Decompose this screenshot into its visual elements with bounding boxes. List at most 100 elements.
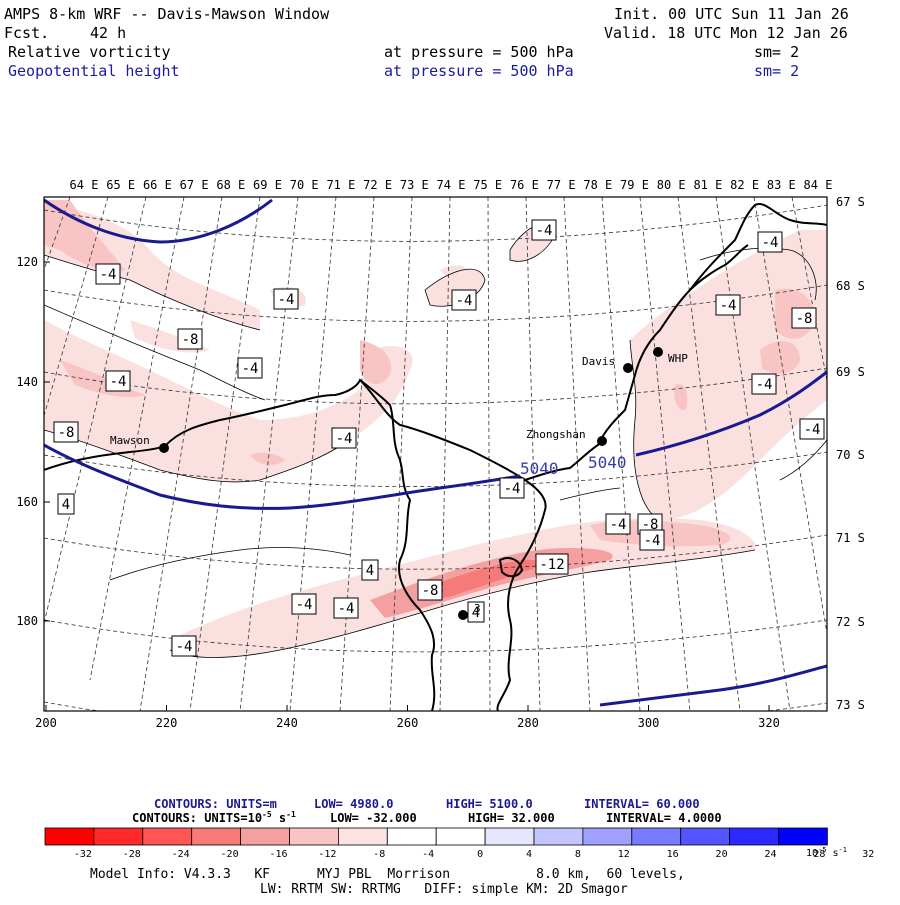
- field1-smoothing: sm= 2: [754, 43, 799, 61]
- colorbar-tick-label: 12: [618, 849, 630, 860]
- station-label-mawson: Mawson: [110, 434, 150, 447]
- init-time: Init. 00 UTC Sun 11 Jan 26: [614, 5, 849, 23]
- colorbar-swatch: [484, 827, 535, 846]
- plot-title: AMPS 8-km WRF -- Davis-Mawson Window: [4, 5, 330, 23]
- colorbar-tick-label: 16: [667, 849, 679, 860]
- contour2-high: HIGH= 32.000: [468, 811, 555, 825]
- colorbar-swatch: [289, 827, 339, 846]
- svg-text:CONTOURS: UNITS=10-5 s-1: CONTOURS: UNITS=10-5 s-1: [132, 810, 296, 825]
- svg-text:-8: -8: [58, 425, 75, 441]
- vorticity-label: -12: [535, 553, 569, 575]
- longitude-tick-label: 78 E: [583, 178, 612, 192]
- colorbar-tick-label: 20: [716, 849, 728, 860]
- svg-text:-4: -4: [644, 533, 661, 549]
- colorbar-tick-label: -24: [172, 849, 190, 860]
- station-label-davis: Davis: [582, 355, 615, 368]
- contour2-low: LOW= -32.000: [330, 811, 417, 825]
- bottom-tick-label: 260: [397, 716, 419, 730]
- vorticity-label: 4: [467, 601, 485, 623]
- contour2-unit-s: s: [272, 811, 286, 825]
- svg-text:-8: -8: [422, 583, 439, 599]
- longitude-tick-label: 68 E: [216, 178, 245, 192]
- left-tick-label: 140: [16, 375, 38, 389]
- contour1-low: LOW= 4980.0: [314, 797, 393, 811]
- longitude-tick-label: 67 E: [180, 178, 209, 192]
- station-marker-mawson: [159, 443, 169, 453]
- station-marker-whp: [653, 347, 663, 357]
- colorbar-tick-label: -8: [373, 849, 385, 860]
- colorbar-unit: 10-5 s-1: [806, 846, 847, 859]
- longitude-tick-label: 66 E: [143, 178, 172, 192]
- forecast-label: Fcst.: [4, 24, 49, 42]
- model-info-2: LW: RRTM SW: RRTMG DIFF: simple KM: 2D S…: [260, 882, 628, 897]
- svg-text:-4: -4: [804, 422, 821, 438]
- colorbar-swatch: [93, 827, 144, 846]
- longitude-tick-label: 81 E: [693, 178, 722, 192]
- longitude-tick-label: 74 E: [437, 178, 466, 192]
- vorticity-label: -8: [417, 579, 443, 601]
- vorticity-label: -4: [451, 289, 477, 311]
- longitude-tick-label: 76 E: [510, 178, 539, 192]
- station-marker-3: [458, 610, 468, 620]
- left-axis-ticks: 120 140 160 180: [16, 255, 50, 628]
- svg-text:-8: -8: [182, 332, 199, 348]
- height-label: 5040: [588, 453, 627, 472]
- model-info: Model Info: V4.3.3 KF MYJ PBL Morrison 8…: [90, 867, 685, 882]
- bottom-axis-ticks: 200 220 240 260 280 300 320: [35, 705, 780, 730]
- svg-text:4: 4: [472, 605, 480, 621]
- svg-text:-4: -4: [610, 517, 627, 533]
- svg-text:-4: -4: [536, 223, 553, 239]
- bottom-tick-label: 200: [35, 716, 57, 730]
- latitude-tick-label: 68 S: [836, 279, 865, 293]
- vorticity-label: -4: [105, 370, 131, 392]
- svg-text:-4: -4: [100, 267, 117, 283]
- svg-text:-4: -4: [762, 235, 779, 251]
- latitude-tick-label: 69 S: [836, 365, 865, 379]
- svg-text:-8: -8: [796, 311, 813, 327]
- colorbar-swatch: [631, 827, 682, 846]
- colorbar-tick-label: -20: [221, 849, 239, 860]
- svg-text:-4: -4: [176, 639, 193, 655]
- vorticity-label: -4: [531, 219, 557, 241]
- left-tick-label: 180: [16, 614, 38, 628]
- longitude-tick-label: 72 E: [363, 178, 392, 192]
- vorticity-label: -4: [291, 593, 317, 615]
- station-label-zhongshan: Zhongshan: [526, 428, 586, 441]
- svg-text:-4: -4: [720, 298, 737, 314]
- colorbar-tick-label: 4: [526, 849, 532, 860]
- colorbar-tick-label: -12: [318, 849, 336, 860]
- field1-name: Relative vorticity: [8, 43, 171, 61]
- colorbar-swatch: [191, 827, 241, 846]
- svg-text:-4: -4: [456, 293, 473, 309]
- left-tick-label: 160: [16, 495, 38, 509]
- valid-time: Valid. 18 UTC Mon 12 Jan 26: [604, 24, 848, 42]
- bottom-tick-label: 320: [758, 716, 780, 730]
- map-frame: [43, 196, 828, 712]
- vorticity-label: -4: [273, 288, 299, 310]
- right-latitude-ticks: 67 S 68 S 69 S 70 S 71 S 72 S 73 S: [836, 195, 865, 712]
- latitude-tick-label: 70 S: [836, 448, 865, 462]
- svg-text:-4: -4: [110, 374, 127, 390]
- field2-level: at pressure = 500 hPa: [384, 62, 574, 80]
- height-contours: [44, 198, 827, 707]
- colorbar-swatch: [142, 827, 193, 846]
- graticule: [44, 197, 827, 711]
- vorticity-label: -4: [95, 263, 121, 285]
- colorbar-tick-label: 24: [764, 849, 776, 860]
- vorticity-label: -4: [331, 427, 357, 449]
- vorticity-label: -4: [799, 418, 825, 440]
- color-bar-ticks: -32 -28 -24 -20 -16 -12 -8 -4 0 4 8 12 16 20 24 28 32: [74, 849, 874, 860]
- vorticity-label: -4: [751, 373, 777, 395]
- colorbar-tick-label: 28: [813, 849, 825, 860]
- latitude-tick-label: 73 S: [836, 698, 865, 712]
- contour2-exp-s: -1: [286, 810, 296, 819]
- bottom-tick-label: 280: [517, 716, 539, 730]
- contour-info-1: CONTOURS: UNITS=m LOW= 4980.0 HIGH= 5100…: [154, 797, 700, 811]
- vorticity-label: -8: [177, 328, 203, 350]
- longitude-tick-label: 80 E: [657, 178, 686, 192]
- vorticity-label: -4: [499, 477, 525, 499]
- svg-text:-12: -12: [539, 557, 564, 573]
- svg-text:-4: -4: [278, 292, 295, 308]
- colorbar-swatch: [337, 827, 388, 846]
- vorticity-label: -4: [237, 357, 263, 379]
